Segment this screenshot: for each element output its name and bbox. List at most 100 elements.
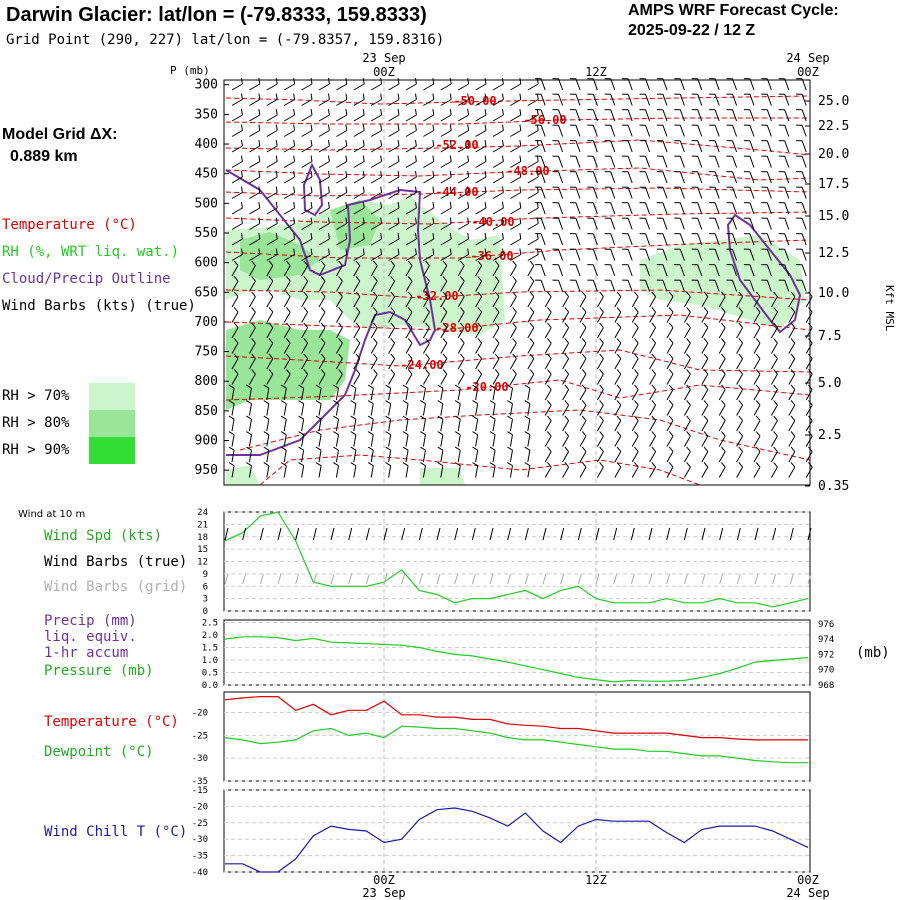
wind-barb-flag bbox=[501, 186, 504, 193]
wind-barb-flag bbox=[773, 338, 778, 344]
wind-barb bbox=[749, 202, 755, 215]
wind-barb bbox=[718, 311, 726, 323]
wind-barb-flag bbox=[721, 384, 726, 390]
wind-barb-true bbox=[789, 527, 794, 541]
wind-barb bbox=[575, 264, 581, 277]
wind-barb bbox=[370, 176, 382, 184]
wind-barb-flag bbox=[268, 369, 274, 375]
wind-barb bbox=[736, 296, 744, 308]
wind-barb bbox=[249, 130, 261, 137]
wind-barb bbox=[248, 434, 252, 447]
legend-wind-barbs-true: Wind Barbs (true) bbox=[44, 554, 188, 570]
wind-barb bbox=[544, 358, 552, 370]
wind-barb-flag bbox=[512, 276, 517, 282]
wind-barb bbox=[801, 202, 807, 215]
wind-barb-flag bbox=[380, 124, 383, 131]
wind-barb bbox=[457, 207, 469, 215]
wind-barb bbox=[388, 419, 392, 432]
wind-barb bbox=[610, 171, 616, 184]
wind-barb bbox=[457, 311, 465, 323]
wind-barb-flag bbox=[494, 322, 500, 328]
wind-barb bbox=[388, 83, 400, 91]
wind-barb bbox=[770, 451, 778, 463]
wind-barb-flag bbox=[651, 291, 656, 297]
wind-barb bbox=[440, 434, 444, 447]
wind-barb bbox=[283, 388, 287, 401]
wind-barb bbox=[666, 358, 674, 370]
wind-barb-flag bbox=[390, 353, 395, 359]
wind-barb bbox=[718, 358, 726, 370]
wind-barb-flag bbox=[599, 369, 604, 375]
wind-barb-true bbox=[719, 527, 724, 541]
wind-barb bbox=[736, 373, 744, 385]
wind-barb bbox=[370, 388, 374, 401]
wind-barb bbox=[475, 388, 479, 401]
wind-barb-flag bbox=[472, 384, 478, 389]
wind-barb-flag bbox=[373, 322, 378, 328]
wind-barb-flag bbox=[581, 400, 587, 406]
temperature-contour bbox=[225, 167, 811, 181]
wind-barb-flag bbox=[634, 400, 639, 406]
wind-barb bbox=[614, 358, 622, 370]
wind-barb bbox=[370, 83, 382, 91]
wind-barb bbox=[736, 327, 744, 339]
wind-barb-flag bbox=[275, 217, 278, 224]
wind-barb-flag bbox=[327, 248, 330, 255]
wind-barb bbox=[283, 280, 291, 292]
wind-barb-flag bbox=[293, 93, 296, 100]
wind-barb-flag bbox=[407, 307, 413, 313]
wind-barb bbox=[645, 78, 651, 91]
wind-barb-flag bbox=[268, 291, 274, 297]
wind-barb bbox=[527, 161, 539, 168]
wind-barb-flag bbox=[512, 291, 517, 297]
wind-barb-flag bbox=[402, 431, 409, 436]
wind-barb-flag bbox=[362, 232, 365, 240]
wind-barb-flag bbox=[310, 186, 313, 193]
wind-barb-flag bbox=[808, 462, 813, 468]
wind-barb-flag bbox=[303, 338, 308, 344]
wind-barb bbox=[388, 207, 400, 215]
wind-barb bbox=[575, 78, 581, 91]
wind-barb bbox=[801, 280, 807, 292]
wind-barb bbox=[753, 435, 761, 447]
wind-barb bbox=[475, 207, 487, 215]
wind-tick-label: 21 bbox=[197, 520, 208, 530]
wind-barb bbox=[283, 254, 295, 261]
wind-barb bbox=[736, 404, 744, 416]
wind-barb bbox=[510, 207, 522, 215]
precip-tick-label: 0.5 bbox=[202, 669, 218, 679]
wind-barb bbox=[610, 78, 616, 91]
wind-barb bbox=[422, 265, 430, 277]
wind-barb bbox=[423, 99, 435, 106]
wind-barb-flag bbox=[275, 77, 278, 85]
wind-barb-flag bbox=[512, 338, 517, 344]
wind-barb bbox=[666, 373, 674, 385]
wind-barb-flag bbox=[651, 431, 656, 437]
wind-barb-flag bbox=[315, 446, 322, 451]
wind-barb bbox=[614, 451, 622, 463]
wind-barb bbox=[475, 161, 487, 168]
wind-barb-flag bbox=[390, 307, 395, 313]
wind-barb bbox=[540, 94, 546, 106]
wind-barb-grid bbox=[542, 573, 547, 585]
wind-barb bbox=[353, 161, 365, 168]
wind-barb-flag bbox=[564, 431, 569, 437]
wind-barb-flag bbox=[738, 338, 743, 344]
wind-barb bbox=[231, 192, 243, 199]
wind-barb-flag bbox=[320, 276, 326, 282]
wind-barb-flag bbox=[524, 462, 531, 467]
wind-barb bbox=[784, 187, 790, 199]
wind-barb bbox=[801, 187, 807, 199]
wind-barb bbox=[558, 78, 564, 91]
wind-barb-flag bbox=[703, 291, 709, 297]
wind-barb bbox=[370, 265, 378, 277]
wind-barb-flag bbox=[345, 77, 348, 85]
wind-barb-flag bbox=[454, 400, 461, 405]
wind-barb-flag bbox=[327, 108, 330, 116]
wind-barb bbox=[405, 342, 413, 354]
wind-barb-grid bbox=[295, 573, 300, 585]
wind-barb bbox=[423, 176, 435, 184]
wind-barb-flag bbox=[686, 446, 691, 452]
wind-barb-flag bbox=[755, 384, 761, 390]
wind-barb bbox=[544, 451, 552, 463]
